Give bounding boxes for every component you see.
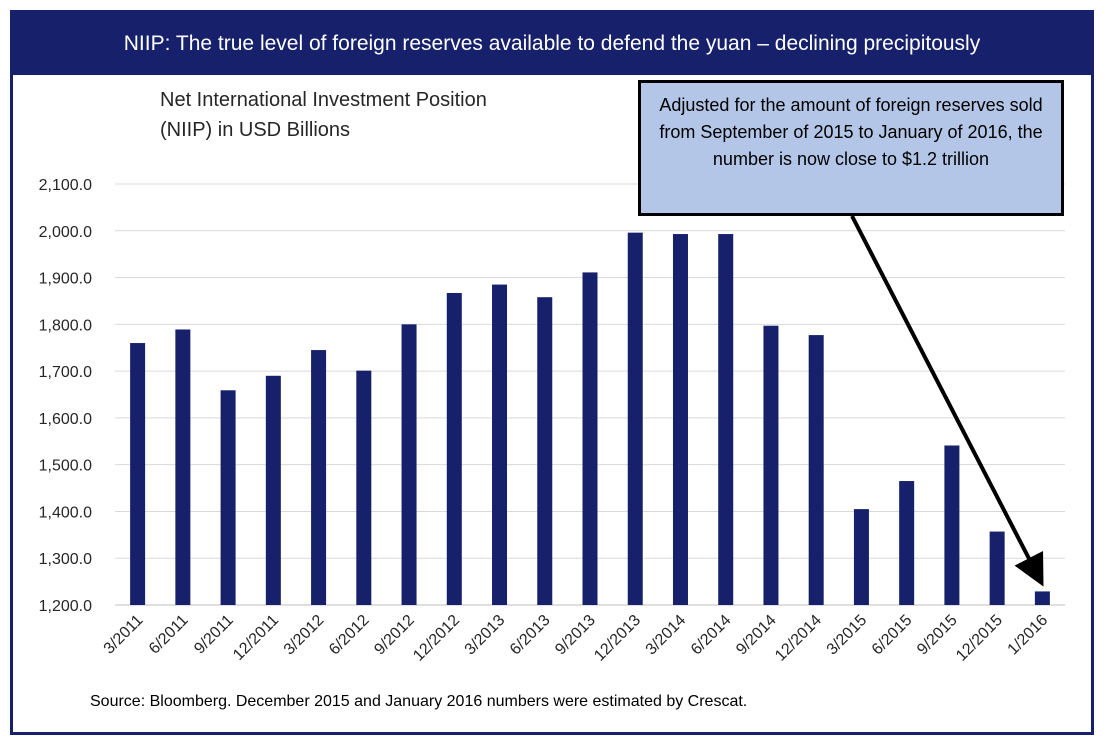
bar-3-2014 (672, 234, 688, 605)
x-tick-label: 12/2013 (591, 612, 644, 665)
bar-12-2013 (627, 232, 643, 605)
bar-9-2015 (944, 445, 960, 605)
bar-9-2014 (763, 325, 779, 605)
x-axis-ticks: 3/2011 6/2011 9/201112/20113/20126/20129/2… (101, 612, 1052, 665)
banner-title: NIIP: The true level of foreign reserves… (13, 13, 1091, 75)
callout-arrow-line (850, 215, 1044, 587)
y-tick-label: 1,500.0 (39, 458, 92, 475)
x-tick-label: 3/2013 (462, 612, 509, 659)
bar-12-2014 (808, 335, 824, 605)
callout-box: Adjusted for the amount of foreign reser… (638, 80, 1064, 216)
bar-12-2012 (446, 292, 462, 605)
bar-12-2011 (265, 375, 281, 605)
bar-6-2011 (175, 329, 191, 605)
y-tick-label: 1,200.0 (39, 598, 92, 615)
x-tick-label: 6/2013 (507, 612, 554, 659)
bar-6-2012 (356, 370, 372, 605)
y-tick-label: 1,900.0 (39, 271, 92, 288)
bar-9-2011 (220, 390, 236, 605)
bar-3-2012 (311, 350, 327, 605)
x-tick-label: 3/2012 (281, 612, 328, 659)
bar-9-2012 (401, 324, 417, 605)
bar-3-2013 (492, 284, 508, 605)
y-tick-label: 1,700.0 (39, 364, 92, 381)
bar-3-2015 (853, 509, 869, 605)
x-tick-label: 12/2014 (772, 612, 825, 665)
y-tick-label: 1,600.0 (39, 411, 92, 428)
bar-6-2013 (537, 297, 553, 605)
bar-9-2013 (582, 272, 598, 605)
x-tick-label: 3/2011 (101, 612, 147, 658)
x-tick-label: 3/2014 (643, 612, 690, 659)
x-tick-label: 6/2011 (146, 612, 192, 658)
source-note: Source: Bloomberg. December 2015 and Jan… (90, 693, 748, 710)
bar-3-2011 (130, 343, 146, 605)
x-tick-label: 1/2016 (1005, 612, 1052, 659)
x-tick-label: 6/2015 (869, 612, 916, 659)
x-tick-label: 12/2015 (953, 612, 1006, 665)
x-tick-label: 6/2014 (688, 612, 735, 659)
x-tick-label: 12/2011 (230, 612, 282, 664)
y-tick-label: 1,300.0 (39, 551, 92, 568)
y-tick-label: 2,100.0 (39, 177, 92, 194)
bar-6-2014 (718, 234, 734, 605)
x-tick-label: 3/2015 (824, 612, 871, 659)
bar-12-2015 (989, 531, 1005, 605)
y-tick-label: 2,000.0 (39, 224, 92, 241)
x-tick-label: 6/2012 (326, 612, 373, 659)
y-tick-label: 1,800.0 (39, 317, 92, 334)
chart-title: Net International Investment Position (N… (160, 89, 487, 141)
bar-1-2016 (1034, 591, 1050, 605)
x-tick-label: 12/2012 (410, 612, 463, 665)
bar-6-2015 (899, 481, 915, 605)
callout-arrow (850, 215, 1044, 587)
y-tick-label: 1,400.0 (39, 504, 92, 521)
y-axis-ticks: 1,200.0 1,300.0 1,400.0 1,500.0 1,600.0 1,700… (39, 177, 92, 615)
bars (130, 232, 1050, 605)
callout-text: Adjusted for the amount of foreign reser… (659, 95, 1043, 169)
